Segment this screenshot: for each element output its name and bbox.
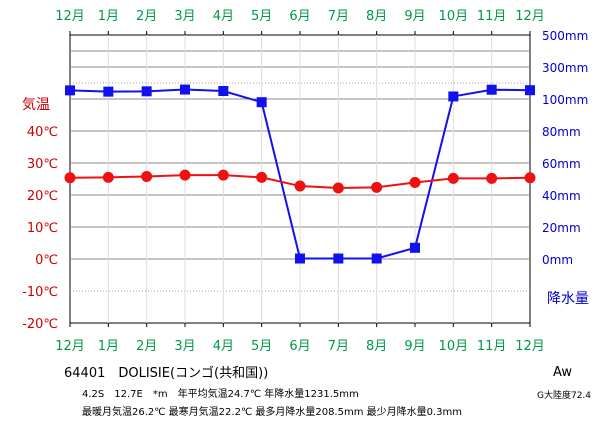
- month-label-top: 12月: [515, 9, 545, 24]
- temperature-point: [332, 182, 344, 194]
- precipitation-point: [218, 86, 229, 96]
- precipitation-point: [256, 97, 267, 108]
- station-title: 64401 DOLISIE(コンゴ(共和国)): [64, 366, 269, 381]
- month-label-top: 12月: [55, 9, 85, 24]
- month-label-bottom: 2月: [136, 339, 157, 354]
- temperature-point: [217, 169, 229, 181]
- precipitation-axis-title: 降水量: [547, 291, 589, 307]
- precipitation-point: [333, 253, 344, 264]
- month-label-bottom: 1月: [98, 339, 119, 354]
- precipitation-series: [65, 84, 535, 264]
- month-label-bottom: 10月: [439, 339, 469, 354]
- precipitation-point: [103, 86, 114, 97]
- temperature-point: [294, 180, 306, 192]
- temperature-tick-label: -10℃: [22, 285, 58, 300]
- precipitation-point: [65, 85, 75, 96]
- month-label-top: 4月: [213, 9, 234, 24]
- month-label-bottom: 12月: [515, 339, 545, 354]
- month-label-bottom: 6月: [289, 339, 310, 354]
- temperature-point: [64, 172, 76, 184]
- precipitation-tick-label: 80mm: [542, 125, 581, 139]
- month-label-bottom: 5月: [251, 339, 272, 354]
- month-label-bottom: 4月: [213, 339, 234, 354]
- temperature-axis-title: 気温: [22, 97, 50, 113]
- continentality-index: G大陸度72.4: [537, 391, 592, 401]
- precipitation-tick-label: 40mm: [542, 189, 581, 203]
- temperature-point: [409, 177, 421, 189]
- month-labels: 12月 12月 1月 1月 2月 2月 3月 3月 4月 4月 5月 5月 6月 6月 7月 7月 8月 8月 9月…: [55, 9, 545, 354]
- precipitation-point: [448, 91, 459, 102]
- climate-classification: Aw: [553, 365, 572, 380]
- precipitation-tick-label: 300mm: [542, 61, 588, 75]
- month-label-top: 3月: [174, 9, 195, 24]
- temperature-series: [64, 169, 536, 194]
- month-label-top: 8月: [366, 9, 387, 24]
- temperature-tick-label: 40℃: [27, 125, 58, 140]
- month-label-top: 2月: [136, 9, 157, 24]
- month-label-bottom: 12月: [55, 339, 85, 354]
- precipitation-tick-label: 20mm: [542, 221, 581, 235]
- station-summary-line-2: 最暖月気温26.2℃ 最寒月気温22.2℃ 最多月降水量208.5mm 最少月降…: [82, 407, 463, 418]
- precipitation-tick-label: 500mm: [542, 29, 588, 43]
- precipitation-point: [410, 242, 420, 253]
- temperature-tick-label: 10℃: [27, 221, 58, 236]
- precipitation-point: [180, 84, 190, 95]
- precipitation-axis: 500mm 300mm 100mm 80mm 60mm 40mm 20mm 0mm 降水量: [542, 29, 589, 307]
- temperature-tick-label: 0℃: [35, 253, 58, 268]
- temperature-point: [524, 172, 536, 184]
- month-label-top: 9月: [404, 9, 425, 24]
- temperature-point: [256, 171, 268, 183]
- precipitation-point: [371, 253, 382, 264]
- temperature-point: [179, 169, 191, 181]
- precipitation-tick-label: 0mm: [542, 253, 573, 267]
- precipitation-tick-label: 60mm: [542, 157, 581, 171]
- precipitation-tick-label: 100mm: [542, 93, 588, 107]
- precipitation-point: [141, 86, 152, 97]
- month-label-top: 5月: [251, 9, 272, 24]
- temperature-tick-label: 30℃: [27, 157, 58, 172]
- temperature-tick-label: 20℃: [27, 189, 58, 204]
- temperature-point: [447, 172, 459, 184]
- temperature-tick-label: -20℃: [22, 317, 58, 332]
- month-label-top: 6月: [289, 9, 310, 24]
- station-summary-line-1: 4.2S 12.7E *m 年平均気温24.7℃ 年降水量1231.5mm: [82, 389, 359, 400]
- month-label-top: 10月: [439, 9, 469, 24]
- month-label-bottom: 8月: [366, 339, 387, 354]
- month-label-top: 1月: [98, 9, 119, 24]
- month-label-bottom: 9月: [404, 339, 425, 354]
- month-label-bottom: 3月: [174, 339, 195, 354]
- temperature-point: [141, 170, 153, 182]
- temperature-point: [102, 171, 114, 183]
- temperature-point: [371, 181, 383, 193]
- precipitation-point: [295, 253, 305, 264]
- precipitation-point: [486, 84, 497, 95]
- temperature-axis: 気温 40℃ 30℃ 20℃ 10℃ 0℃ -10℃ -20℃: [22, 97, 58, 332]
- month-label-bottom: 11月: [477, 339, 507, 354]
- temperature-point: [486, 172, 498, 184]
- precipitation-point: [525, 85, 535, 96]
- month-label-bottom: 7月: [328, 339, 349, 354]
- month-label-top: 7月: [328, 9, 349, 24]
- month-label-top: 11月: [477, 9, 507, 24]
